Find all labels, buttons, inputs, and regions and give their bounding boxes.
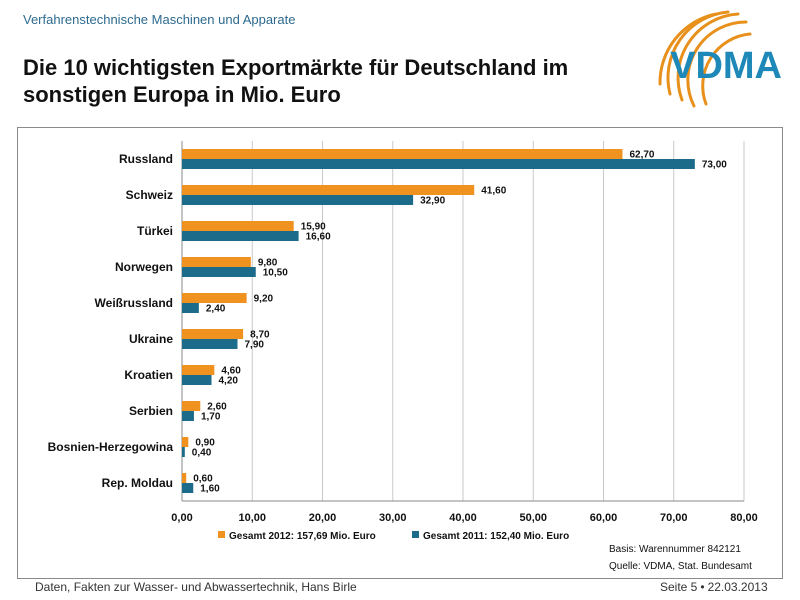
data-label-2011: 0,40 <box>192 448 212 459</box>
bar-2012 <box>182 257 251 267</box>
data-label-2011: 32,90 <box>420 196 445 207</box>
legend-label-2011: Gesamt 2011: 152,40 Mio. Euro <box>423 531 570 542</box>
bar-2012 <box>182 329 244 339</box>
data-label-2012: 2,60 <box>207 402 227 413</box>
bar-2011 <box>182 303 199 313</box>
logo-text: VDMA <box>670 45 782 87</box>
bar-2011 <box>182 195 414 205</box>
bar-2011 <box>182 483 194 493</box>
category-label: Schweiz <box>126 188 173 202</box>
category-label: Serbien <box>129 404 173 418</box>
bar-2011 <box>182 159 695 169</box>
footer-separator: • <box>700 580 705 594</box>
x-tick-label: 10,00 <box>238 512 266 524</box>
bar-2012 <box>182 221 294 231</box>
x-tick-label: 30,00 <box>379 512 407 524</box>
category-label: Kroatien <box>124 368 173 382</box>
bar-chart: 0,00 10,00 20,00 30,00 40,00 50,00 60,00 70,00 8… <box>48 141 758 524</box>
data-label-2012: 9,80 <box>258 258 278 269</box>
bar-2011 <box>182 411 194 421</box>
x-tick-label: 0,00 <box>171 512 192 524</box>
data-label-2011: 10,50 <box>263 268 288 279</box>
data-label-2012: 8,70 <box>250 330 270 341</box>
data-label-2011: 16,60 <box>306 232 331 243</box>
data-label-2011: 2,40 <box>206 304 226 315</box>
footer-date: 22.03.2013 <box>707 580 768 594</box>
bar-2011 <box>182 447 185 457</box>
x-tick-label: 40,00 <box>449 512 477 524</box>
section-label: Verfahrenstechnische Maschinen und Appar… <box>23 12 296 27</box>
data-label-2011: 7,90 <box>244 340 264 351</box>
data-label-2012: 4,60 <box>221 366 241 377</box>
data-label-2011: 73,00 <box>702 160 727 171</box>
logo-arcs-icon <box>658 10 752 108</box>
category-label: Ukraine <box>129 332 173 346</box>
bar-2011 <box>182 339 238 349</box>
data-label-2012: 62,70 <box>629 150 654 161</box>
footer-text: Daten, Fakten zur Wasser- und Abwasserte… <box>35 580 357 594</box>
page-title: Die 10 wichtigsten Exportmärkte für Deut… <box>23 55 569 107</box>
data-label-2012: 15,90 <box>301 222 326 233</box>
bar-2012 <box>182 401 201 411</box>
bar-2011 <box>182 231 299 241</box>
footer-page-info: Seite 5 • 22.03.2013 <box>660 580 768 594</box>
category-label: Norwegen <box>115 260 173 274</box>
legend-item-2011: Gesamt 2011: 152,40 Mio. Euro <box>412 531 569 542</box>
category-label: Rep. Moldau <box>102 476 173 490</box>
category-label: Bosnien-Herzegowina <box>48 440 174 454</box>
legend-label-2012: Gesamt 2012: 157,69 Mio. Euro <box>229 531 376 542</box>
data-label-2012: 41,60 <box>481 186 506 197</box>
x-tick-label: 70,00 <box>660 512 688 524</box>
x-tick-label: 80,00 <box>730 512 758 524</box>
category-label: Russland <box>119 152 173 166</box>
bar-2012 <box>182 437 189 447</box>
x-tick-label: 20,00 <box>309 512 337 524</box>
legend-swatch-2012 <box>218 531 225 538</box>
bar-2011 <box>182 267 256 277</box>
legend-item-2012: Gesamt 2012: 157,69 Mio. Euro <box>218 531 376 542</box>
vdma-logo: VDMA <box>658 10 782 108</box>
category-label: Türkei <box>137 224 173 238</box>
bar-2011 <box>182 375 212 385</box>
bar-2012 <box>182 473 187 483</box>
source-note: Quelle: VDMA, Stat. Bundesamt <box>609 561 752 572</box>
data-label-2012: 9,20 <box>254 294 274 305</box>
legend-swatch-2011 <box>412 531 419 538</box>
bar-2012 <box>182 365 215 375</box>
x-tick-label: 50,00 <box>519 512 547 524</box>
basis-note: Basis: Warennummer 842121 <box>609 544 741 555</box>
page-number: Seite 5 <box>660 580 698 594</box>
x-tick-label: 60,00 <box>590 512 618 524</box>
data-label-2011: 1,70 <box>201 412 221 423</box>
data-label-2011: 1,60 <box>200 484 220 495</box>
bar-2012 <box>182 293 247 303</box>
data-label-2012: 0,90 <box>195 438 215 449</box>
data-label-2012: 0,60 <box>193 474 213 485</box>
bar-2012 <box>182 185 475 195</box>
data-label-2011: 4,20 <box>219 376 239 387</box>
category-label: Weißrussland <box>95 296 173 310</box>
bar-2012 <box>182 149 623 159</box>
